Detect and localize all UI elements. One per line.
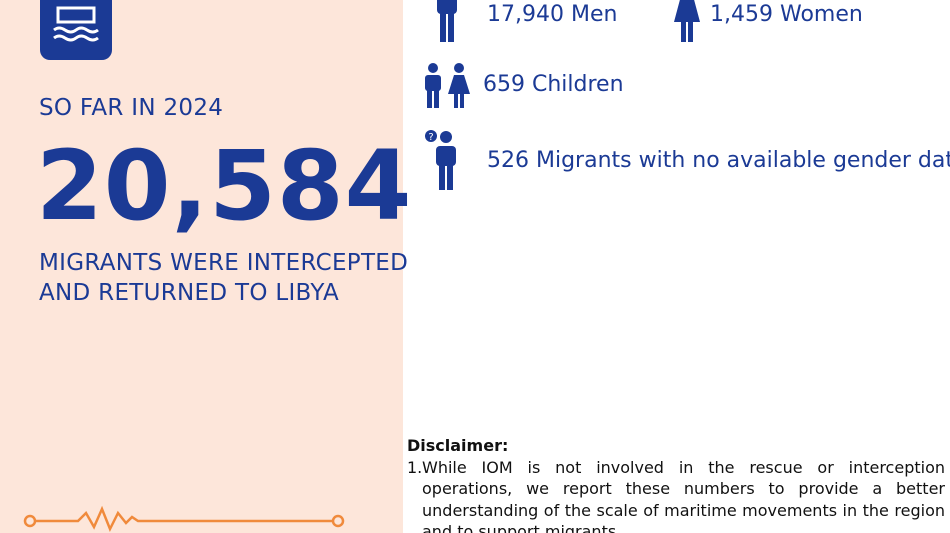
caption-line: MIGRANTS WERE INTERCEPTED <box>39 250 409 276</box>
disclaimer-item: 1. While IOM is not involved in the resc… <box>407 457 945 533</box>
subtitle: SO FAR IN 2024 <box>39 95 224 121</box>
item-text: While IOM is not involved in the rescue … <box>422 457 945 533</box>
disclaimer-title: Disclaimer: <box>407 436 509 455</box>
disclaimer: Disclaimer: 1. While IOM is not involved… <box>407 435 945 533</box>
pulse-line <box>23 505 345 533</box>
caption-line: AND RETURNED TO LIBYA <box>39 280 339 306</box>
boat-icon <box>40 0 112 60</box>
woman-icon <box>674 0 700 42</box>
svg-text:?: ? <box>428 132 433 143</box>
item-number: 1. <box>407 457 423 477</box>
total: 20,584 <box>36 130 413 242</box>
stat-unknown: 526 Migrants with no available gender da… <box>487 148 950 173</box>
children-icon <box>425 63 470 108</box>
stat-children: 659 Children <box>483 72 624 97</box>
man-icon <box>437 0 457 42</box>
stat-men: 17,940 Men <box>487 2 618 27</box>
unknown-gender-icon: ? <box>425 130 456 190</box>
stat-women: 1,459 Women <box>710 2 863 27</box>
summary-panel: SO FAR IN 2024 20,584 MIGRANTS WERE INTE… <box>0 0 411 533</box>
